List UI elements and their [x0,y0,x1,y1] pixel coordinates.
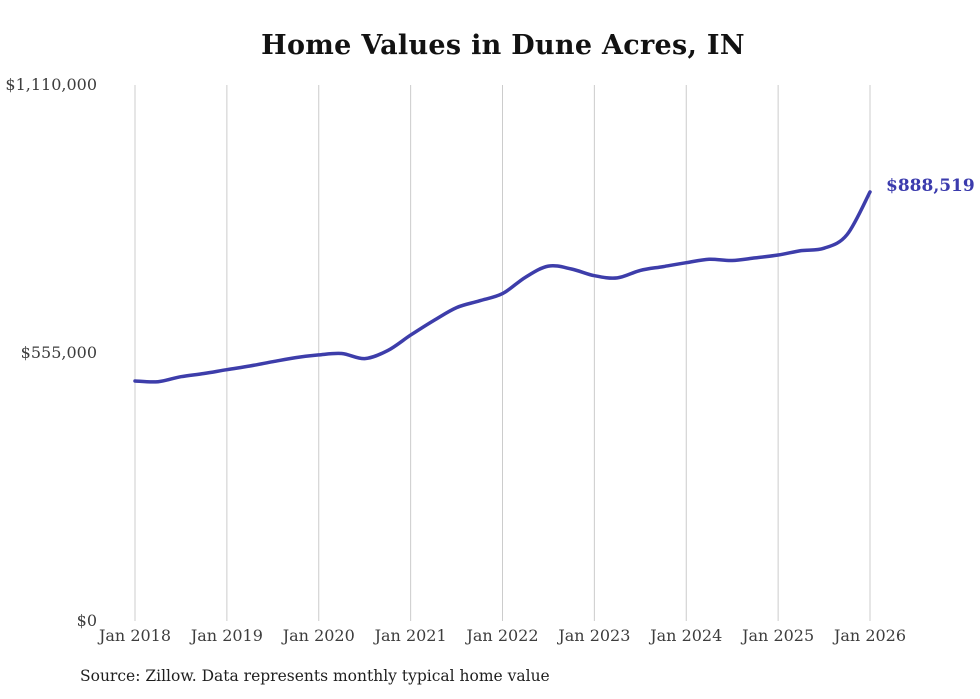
x-tick-label: Jan 2023 [556,626,630,645]
latest-value-label: $888,519 [886,176,975,196]
x-tick-label: Jan 2020 [281,626,355,645]
x-tick-label: Jan 2019 [189,626,263,645]
y-tick-label: $1,110,000 [5,75,97,94]
x-tick-label: Jan 2022 [464,626,538,645]
x-tick-label: Jan 2021 [373,626,447,645]
x-tick-label: Jan 2026 [832,626,906,645]
x-tick-label: Jan 2025 [740,626,814,645]
source-note: Source: Zillow. Data represents monthly … [80,667,550,685]
y-tick-label: $555,000 [21,343,97,362]
x-tick-label: Jan 2018 [97,626,171,645]
x-tick-label: Jan 2024 [648,626,722,645]
chart-title: Home Values in Dune Acres, IN [261,30,745,61]
y-tick-label: $0 [77,611,97,630]
home-value-series-line [133,190,872,384]
